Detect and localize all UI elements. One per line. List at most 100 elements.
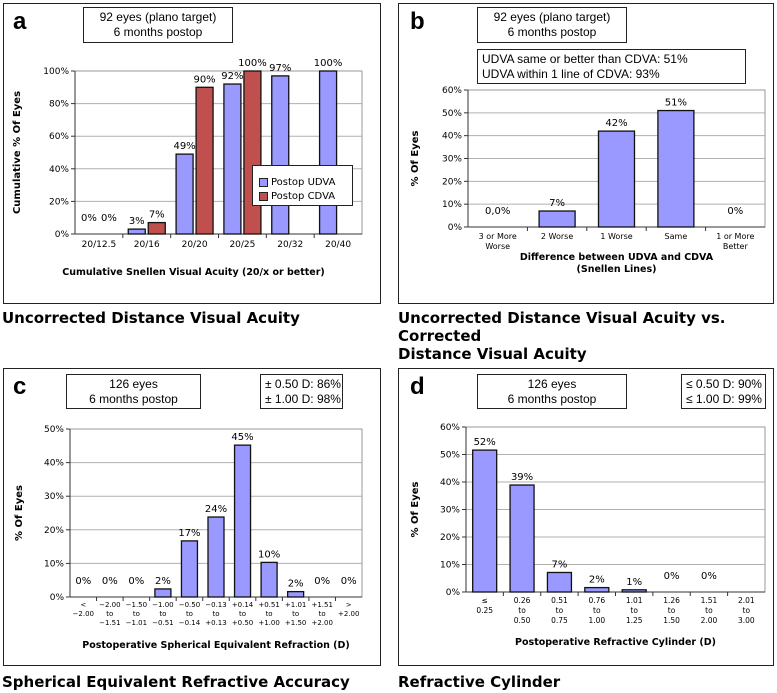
- x-tick-label: ≤: [482, 596, 488, 605]
- x-axis-label: (Snellen Lines): [577, 264, 657, 275]
- x-tick-label: 20/32: [277, 240, 303, 250]
- x-tick-label: 20/25: [229, 240, 255, 250]
- data-label: 2%: [288, 579, 304, 590]
- x-tick-label: to: [239, 610, 246, 618]
- y-tick-label: 0%: [446, 588, 461, 598]
- data-label: 7%: [549, 198, 565, 209]
- y-tick-label: 10%: [44, 559, 64, 569]
- x-tick-label: 0.50: [514, 616, 531, 625]
- title-line: Uncorrected Distance Visual Acuity vs. C…: [398, 309, 726, 345]
- legend-item-cdva: Postop CDVA: [259, 186, 352, 206]
- data-label: 3%: [129, 216, 145, 227]
- x-tick-label: 3.00: [738, 616, 755, 625]
- x-tick-label: 0.26: [514, 596, 531, 605]
- y-tick-label: 30%: [442, 155, 462, 165]
- bar: [223, 83, 242, 235]
- x-tick-label: to: [518, 606, 526, 615]
- x-tick-label: +0.51: [258, 601, 279, 609]
- data-label: 52%: [474, 437, 496, 448]
- x-tick-label: to: [133, 610, 140, 618]
- y-tick-label: 30%: [44, 492, 64, 502]
- x-tick-label: to: [319, 610, 326, 618]
- data-label: 17%: [178, 528, 200, 539]
- info-box-b: 92 eyes (plano target) 6 months postop: [477, 7, 627, 43]
- x-axis-label: Cumulative Snellen Visual Acuity (20/x o…: [62, 267, 325, 278]
- panel-letter-b: b: [410, 8, 425, 35]
- bar: [621, 589, 647, 593]
- data-label: 7%: [552, 559, 568, 570]
- y-tick-label: 50%: [440, 451, 460, 461]
- panel-title-b: Uncorrected Distance Visual Acuity vs. C…: [398, 309, 777, 363]
- x-tick-label: 20/12.5: [82, 240, 117, 250]
- x-tick-label: −1.50: [126, 601, 147, 609]
- data-label: 100%: [238, 58, 267, 69]
- x-tick-label: 20/16: [134, 240, 160, 250]
- x-tick-label: 0.25: [476, 606, 493, 615]
- x-tick-label: 1.01: [626, 596, 643, 605]
- bar: [472, 449, 498, 593]
- y-tick-label: 80%: [49, 100, 69, 110]
- y-tick-label: 30%: [440, 506, 460, 516]
- data-label: 0%: [101, 213, 117, 224]
- data-label: 0%: [727, 206, 743, 217]
- data-label: 97%: [269, 63, 291, 74]
- info-line: ± 0.50 D: 86%: [265, 377, 341, 391]
- x-tick-label: 1.00: [588, 616, 605, 625]
- y-tick-label: 40%: [442, 132, 462, 142]
- info-line: ≤ 1.00 D: 99%: [686, 392, 762, 406]
- info-line: 126 eyes: [527, 377, 577, 391]
- y-tick-label: 40%: [49, 165, 69, 175]
- bar: [657, 109, 695, 228]
- x-tick-label: to: [630, 606, 638, 615]
- x-tick-label: 1.25: [626, 616, 643, 625]
- data-label: 90%: [193, 74, 215, 85]
- panel-title-d: Refractive Cylinder: [398, 673, 561, 691]
- panel-letter-d: d: [410, 373, 425, 400]
- info-box-a: 92 eyes (plano target) 6 months postop: [83, 7, 233, 43]
- data-label: 0%: [314, 576, 330, 587]
- info-line: 6 months postop: [113, 25, 203, 39]
- bar: [233, 444, 252, 598]
- x-tick-label: to: [593, 606, 601, 615]
- info-line: UDVA within 1 line of CDVA: 93%: [482, 67, 660, 81]
- x-axis-label: Difference between UDVA and CDVA: [520, 252, 714, 263]
- y-tick-label: 40%: [44, 459, 64, 469]
- swatch-udva: [259, 177, 268, 187]
- info-box-c: 126 eyes 6 months postop: [66, 374, 201, 409]
- x-tick-label: >: [346, 601, 352, 609]
- x-tick-label: +0.13: [205, 619, 226, 627]
- data-label: 0%: [701, 571, 717, 582]
- x-tick-label: 0.51: [551, 596, 568, 605]
- x-tick-label: 20/20: [182, 240, 208, 250]
- bar: [546, 571, 573, 593]
- panel-letter-a: a: [13, 8, 27, 35]
- x-tick-label: to: [705, 606, 713, 615]
- data-label: 0%: [102, 576, 118, 587]
- info-box-b-2: UDVA same or better than CDVA: 51% UDVA w…: [477, 49, 746, 84]
- x-tick-label: 1.50: [663, 616, 680, 625]
- bar: [207, 516, 225, 598]
- x-tick-label: Same: [665, 232, 688, 241]
- info-line: 126 eyes: [109, 377, 158, 391]
- y-axis-label: Cumulative % Of Eyes: [12, 91, 23, 214]
- y-tick-label: 20%: [442, 177, 462, 187]
- y-tick-label: 50%: [44, 425, 64, 435]
- y-axis-label: % Of Eyes: [410, 481, 421, 537]
- x-tick-label: −1.01: [126, 619, 147, 627]
- bar: [175, 153, 194, 235]
- bar: [584, 586, 610, 593]
- x-tick-label: to: [292, 610, 299, 618]
- x-tick-label: 1.26: [663, 596, 680, 605]
- info-line: 92 eyes (plano target): [99, 10, 217, 24]
- x-tick-label: to: [159, 610, 166, 618]
- y-tick-label: 20%: [44, 526, 64, 536]
- bar: [260, 561, 278, 598]
- x-axis-label: Postoperative Spherical Equivalent Refra…: [82, 640, 350, 651]
- info-line: 6 months postop: [89, 392, 178, 406]
- info-line: 6 months postop: [507, 25, 597, 39]
- data-label: 92%: [221, 71, 243, 82]
- bar: [147, 221, 166, 235]
- panel-title-a: Uncorrected Distance Visual Acuity: [2, 309, 300, 327]
- bar: [286, 590, 305, 598]
